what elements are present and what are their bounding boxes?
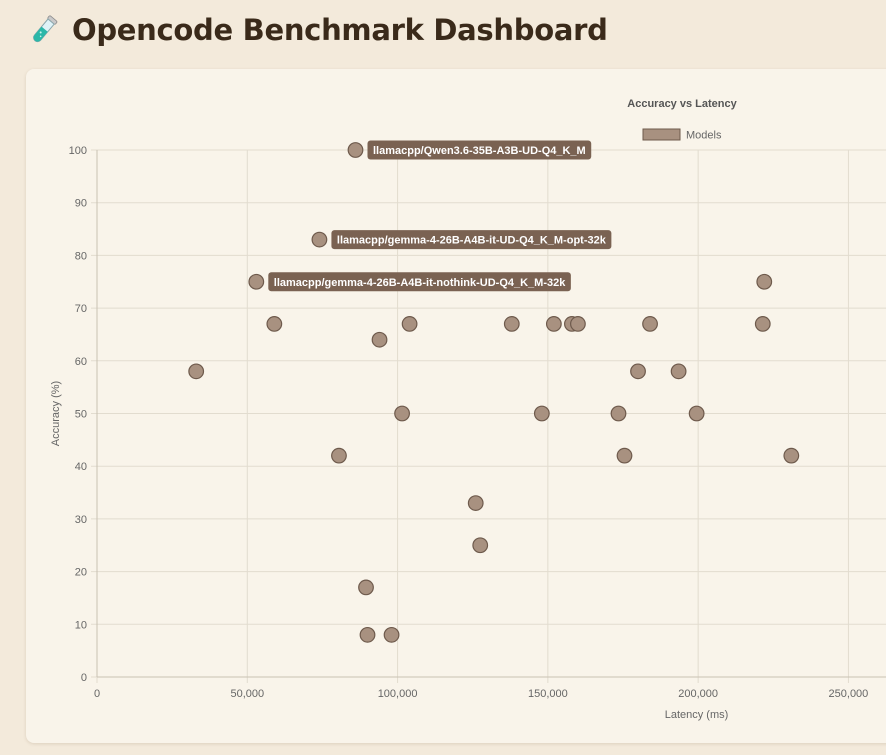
data-point bbox=[347, 142, 364, 158]
annotation-box bbox=[268, 272, 571, 292]
data-point bbox=[401, 316, 418, 332]
y-tick-label: 100 bbox=[69, 145, 87, 157]
chart-title: Accuracy vs Latency bbox=[627, 98, 737, 110]
data-point bbox=[311, 231, 328, 248]
data-points bbox=[188, 142, 800, 643]
data-point bbox=[188, 363, 205, 380]
page-title: Opencode Benchmark Dashboard bbox=[72, 13, 608, 47]
annotation-box bbox=[331, 230, 612, 250]
annotations: llamacpp/Qwen3.6-35B-A3B-UD-Q4_K_Mllamac… bbox=[268, 140, 612, 292]
data-point bbox=[358, 579, 374, 596]
x-axis-title: Latency (ms) bbox=[665, 709, 729, 721]
data-point bbox=[533, 405, 550, 422]
data-point bbox=[359, 626, 376, 643]
y-tick-label: 30 bbox=[75, 514, 87, 526]
data-point bbox=[467, 495, 484, 511]
data-point bbox=[610, 405, 627, 422]
data-point bbox=[266, 316, 283, 332]
data-point bbox=[630, 363, 646, 380]
y-tick-label: 50 bbox=[75, 409, 87, 421]
data-point bbox=[670, 363, 687, 380]
y-axis-title: Accuracy (%) bbox=[50, 381, 62, 446]
data-point bbox=[248, 273, 265, 290]
legend-swatch bbox=[642, 128, 681, 141]
scatter-chart: 0 10 20 30 40 50 60 70 80 90 100 0 50,000 100,000 150,… bbox=[50, 98, 886, 721]
y-tick-label: 10 bbox=[75, 619, 87, 631]
annotation: llamacpp/Qwen3.6-35B-A3B-UD-Q4_K_M bbox=[367, 140, 592, 160]
y-tick-label: 80 bbox=[75, 250, 87, 262]
data-point bbox=[754, 316, 771, 332]
annotation-label: llamacpp/gemma-4-26B-A4B-it-UD-Q4_K_M-op… bbox=[337, 235, 607, 247]
x-tick-label: 150,000 bbox=[528, 688, 568, 700]
data-point bbox=[756, 273, 773, 290]
data-point bbox=[371, 331, 388, 348]
chart-card: 0 10 20 30 40 50 60 70 80 90 100 0 50,000 100,000 150,… bbox=[26, 69, 886, 743]
x-tick-label: 0 bbox=[94, 688, 100, 700]
data-point bbox=[394, 405, 410, 422]
annotation: llamacpp/gemma-4-26B-A4B-it-UD-Q4_K_M-op… bbox=[331, 230, 612, 250]
page-header: Opencode Benchmark Dashboard bbox=[26, 12, 608, 48]
data-point bbox=[783, 447, 800, 464]
y-tick-label: 90 bbox=[75, 198, 87, 210]
data-point bbox=[383, 626, 400, 643]
annotation-label: llamacpp/Qwen3.6-35B-A3B-UD-Q4_K_M bbox=[373, 145, 586, 157]
y-tick-label: 0 bbox=[81, 672, 87, 684]
annotation-box bbox=[367, 140, 592, 160]
data-point bbox=[688, 405, 705, 422]
x-tick-label: 200,000 bbox=[678, 688, 718, 700]
annotation: llamacpp/gemma-4-26B-A4B-it-nothink-UD-Q… bbox=[268, 272, 571, 292]
data-point bbox=[570, 316, 586, 332]
grid bbox=[91, 149, 886, 683]
legend-label: Models bbox=[686, 130, 722, 142]
test-tube-icon bbox=[33, 15, 58, 43]
data-point bbox=[616, 447, 633, 464]
legend[interactable]: Models bbox=[642, 128, 722, 142]
y-tick-label: 20 bbox=[75, 567, 87, 579]
data-point bbox=[331, 447, 347, 464]
y-tick-label: 70 bbox=[75, 303, 87, 315]
data-point bbox=[545, 316, 562, 332]
data-point bbox=[642, 316, 658, 332]
x-tick-label: 50,000 bbox=[230, 688, 264, 700]
data-point bbox=[503, 316, 520, 332]
y-tick-label: 60 bbox=[75, 356, 87, 368]
annotation-label: llamacpp/gemma-4-26B-A4B-it-nothink-UD-Q… bbox=[274, 277, 566, 289]
axes: 0 10 20 30 40 50 60 70 80 90 100 0 50,000 100,000 150,… bbox=[50, 98, 886, 721]
x-tick-label: 250,000 bbox=[829, 688, 869, 700]
data-point bbox=[472, 537, 489, 554]
y-tick-label: 40 bbox=[75, 461, 87, 473]
x-tick-label: 100,000 bbox=[378, 688, 418, 700]
